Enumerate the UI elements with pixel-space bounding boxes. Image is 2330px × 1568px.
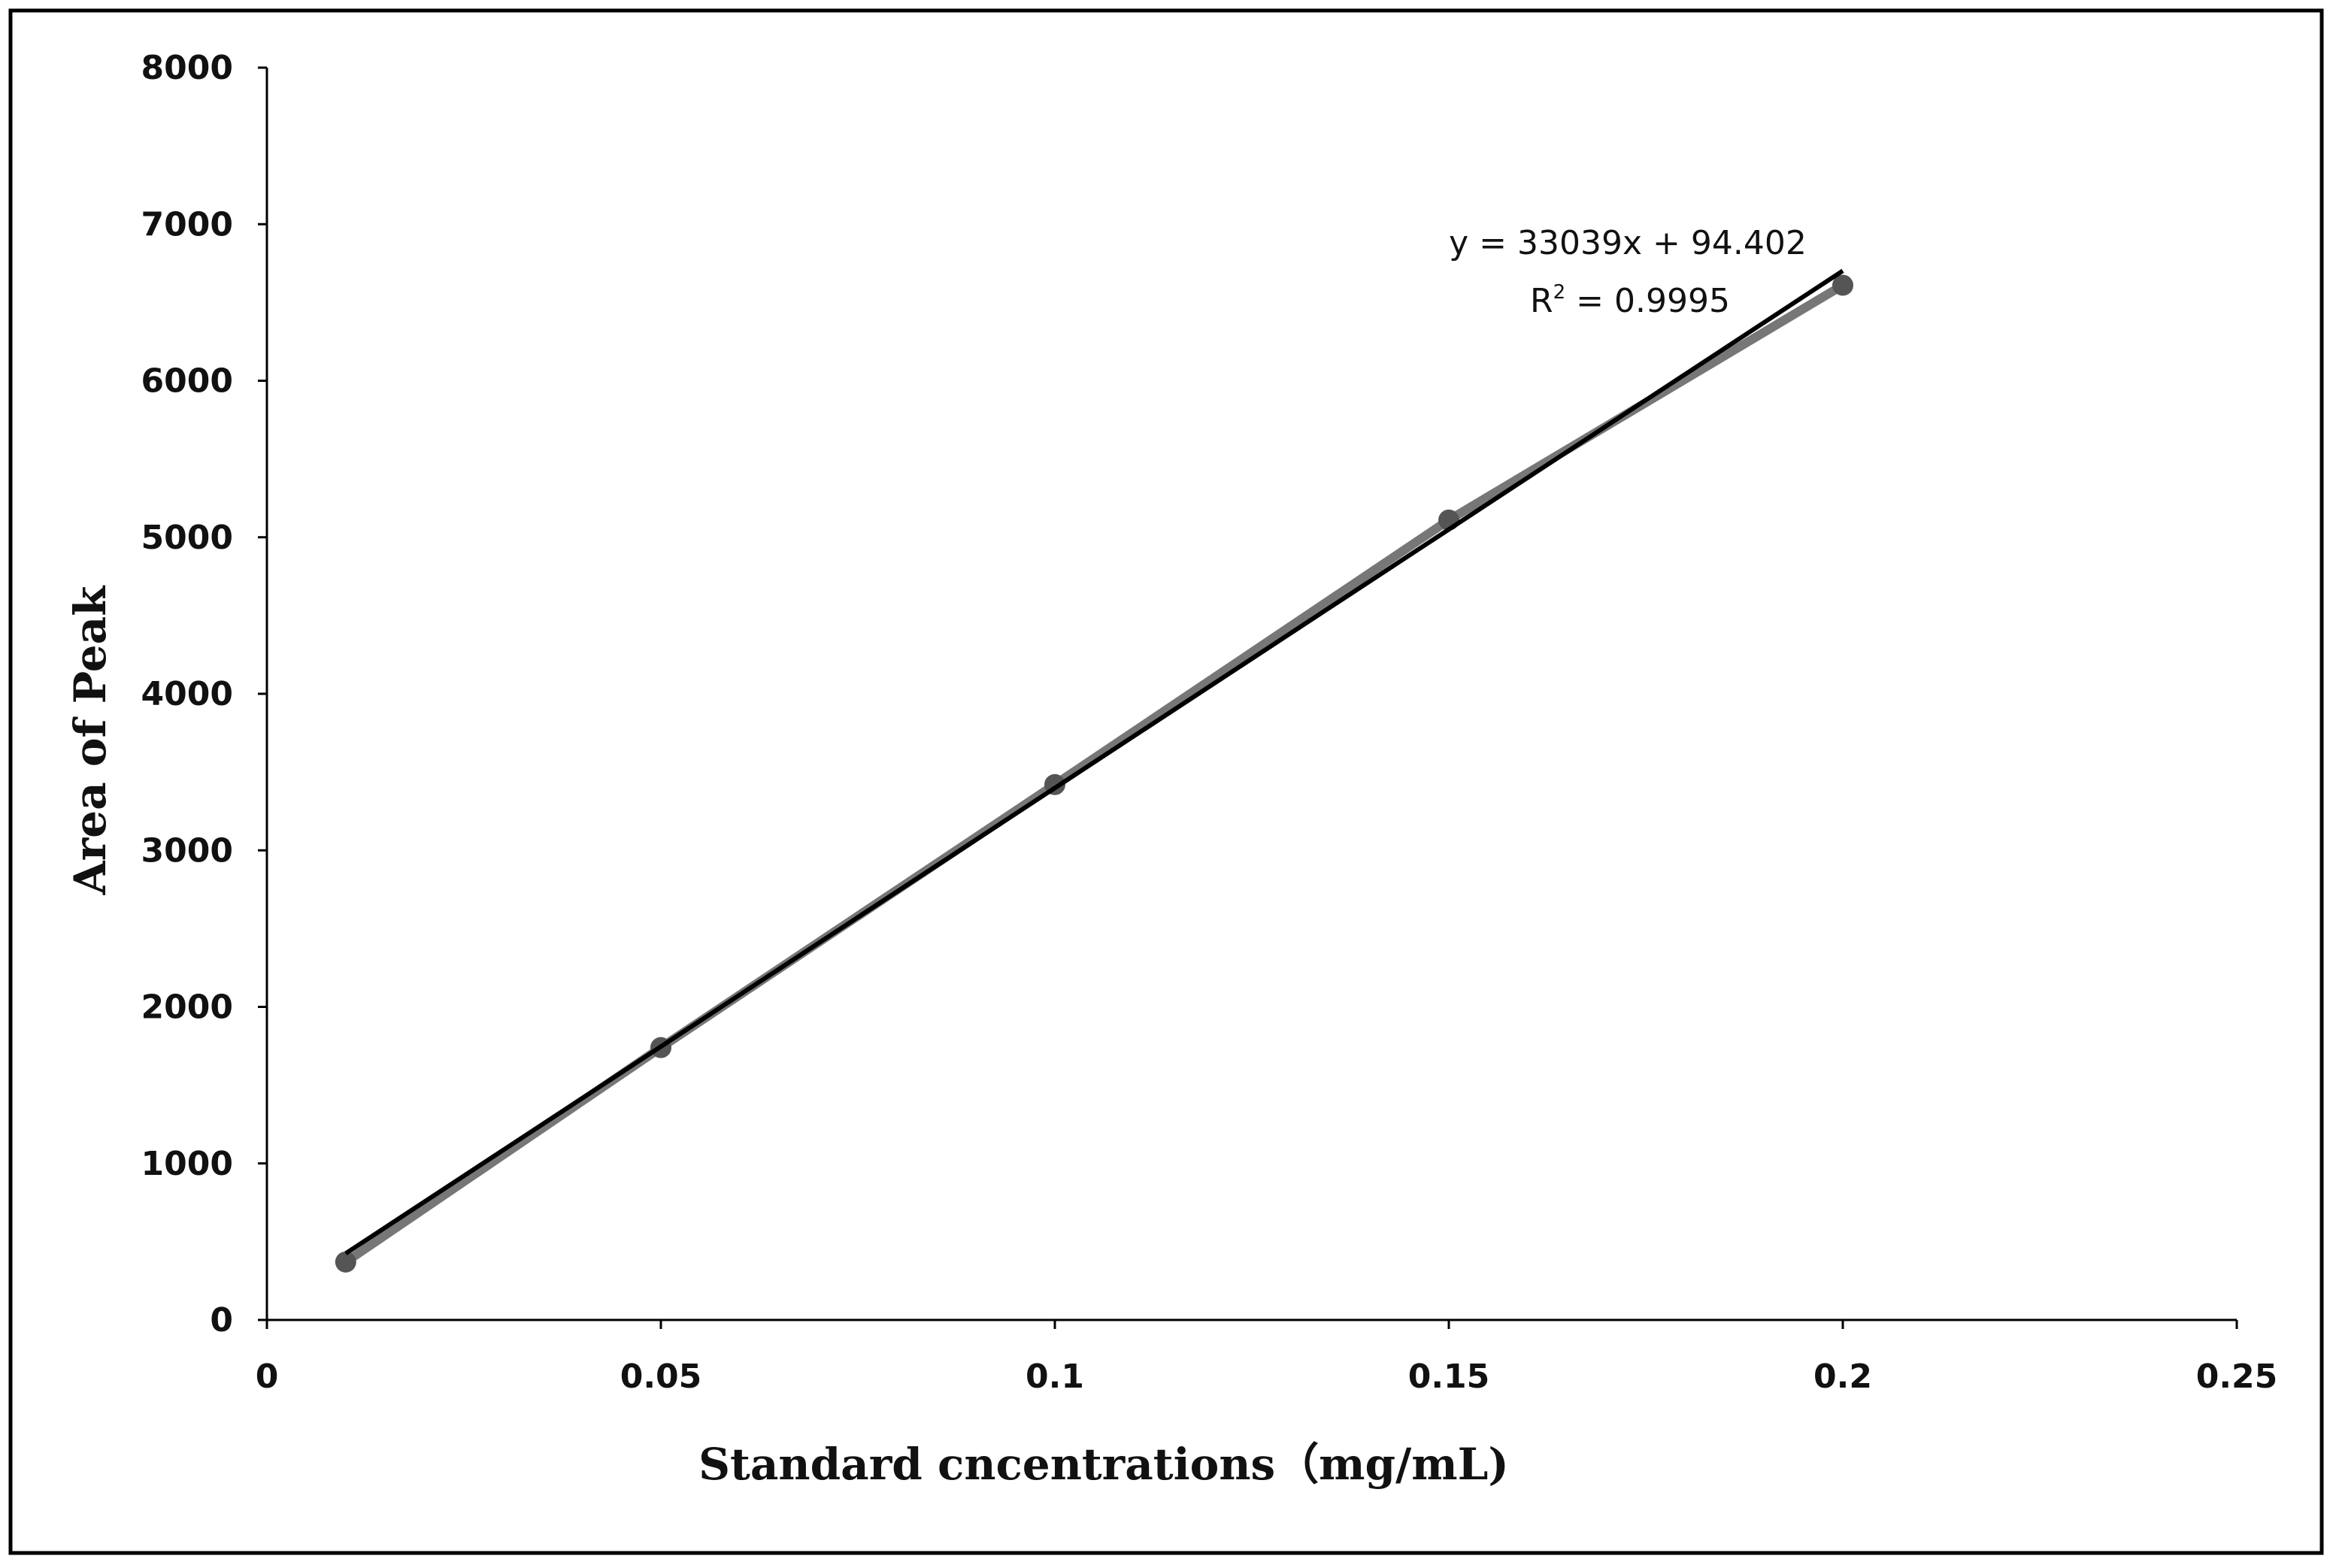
y-tick-label: 2000 xyxy=(141,988,233,1027)
y-tick-label: 0 xyxy=(210,1301,233,1339)
r-squared-value: = 0.9995 xyxy=(1565,282,1730,320)
y-tick-label: 5000 xyxy=(141,519,233,557)
y-tick-label: 4000 xyxy=(141,675,233,713)
x-tick-label: 0.05 xyxy=(620,1358,702,1396)
r-squared-prefix: R xyxy=(1530,282,1553,320)
y-tick-label: 1000 xyxy=(141,1145,233,1183)
x-tick-label: 0.15 xyxy=(1408,1358,1490,1396)
y-tick-label: 8000 xyxy=(141,49,233,87)
r-squared-superscript: 2 xyxy=(1553,281,1566,304)
x-tick-label: 0 xyxy=(256,1358,279,1396)
y-tick-label: 7000 xyxy=(141,205,233,244)
trendline-equation: y = 33039x + 94.402 xyxy=(1449,224,1807,262)
r-squared-label: R2 = 0.9995 xyxy=(1530,281,1730,320)
trendline xyxy=(344,268,1844,1256)
data-point xyxy=(335,1251,356,1273)
chart-border xyxy=(8,8,2324,1555)
y-tick-label: 6000 xyxy=(141,362,233,401)
data-point xyxy=(1832,274,1853,296)
x-tick-label: 0.2 xyxy=(1813,1358,1872,1396)
x-tick-label: 0.1 xyxy=(1026,1358,1084,1396)
x-axis-title: Standard cncentrations（mg/mL) xyxy=(698,1439,1509,1490)
ticks-layer: 0 0.05 0.1 0.15 0.2 0.25 0 1000 2000 3000 4000 5000… xyxy=(141,49,2278,1396)
x-tick-label: 0.25 xyxy=(2196,1358,2278,1396)
y-tick-label: 3000 xyxy=(141,831,233,870)
y-axis-title: Area of Peak xyxy=(65,585,116,896)
